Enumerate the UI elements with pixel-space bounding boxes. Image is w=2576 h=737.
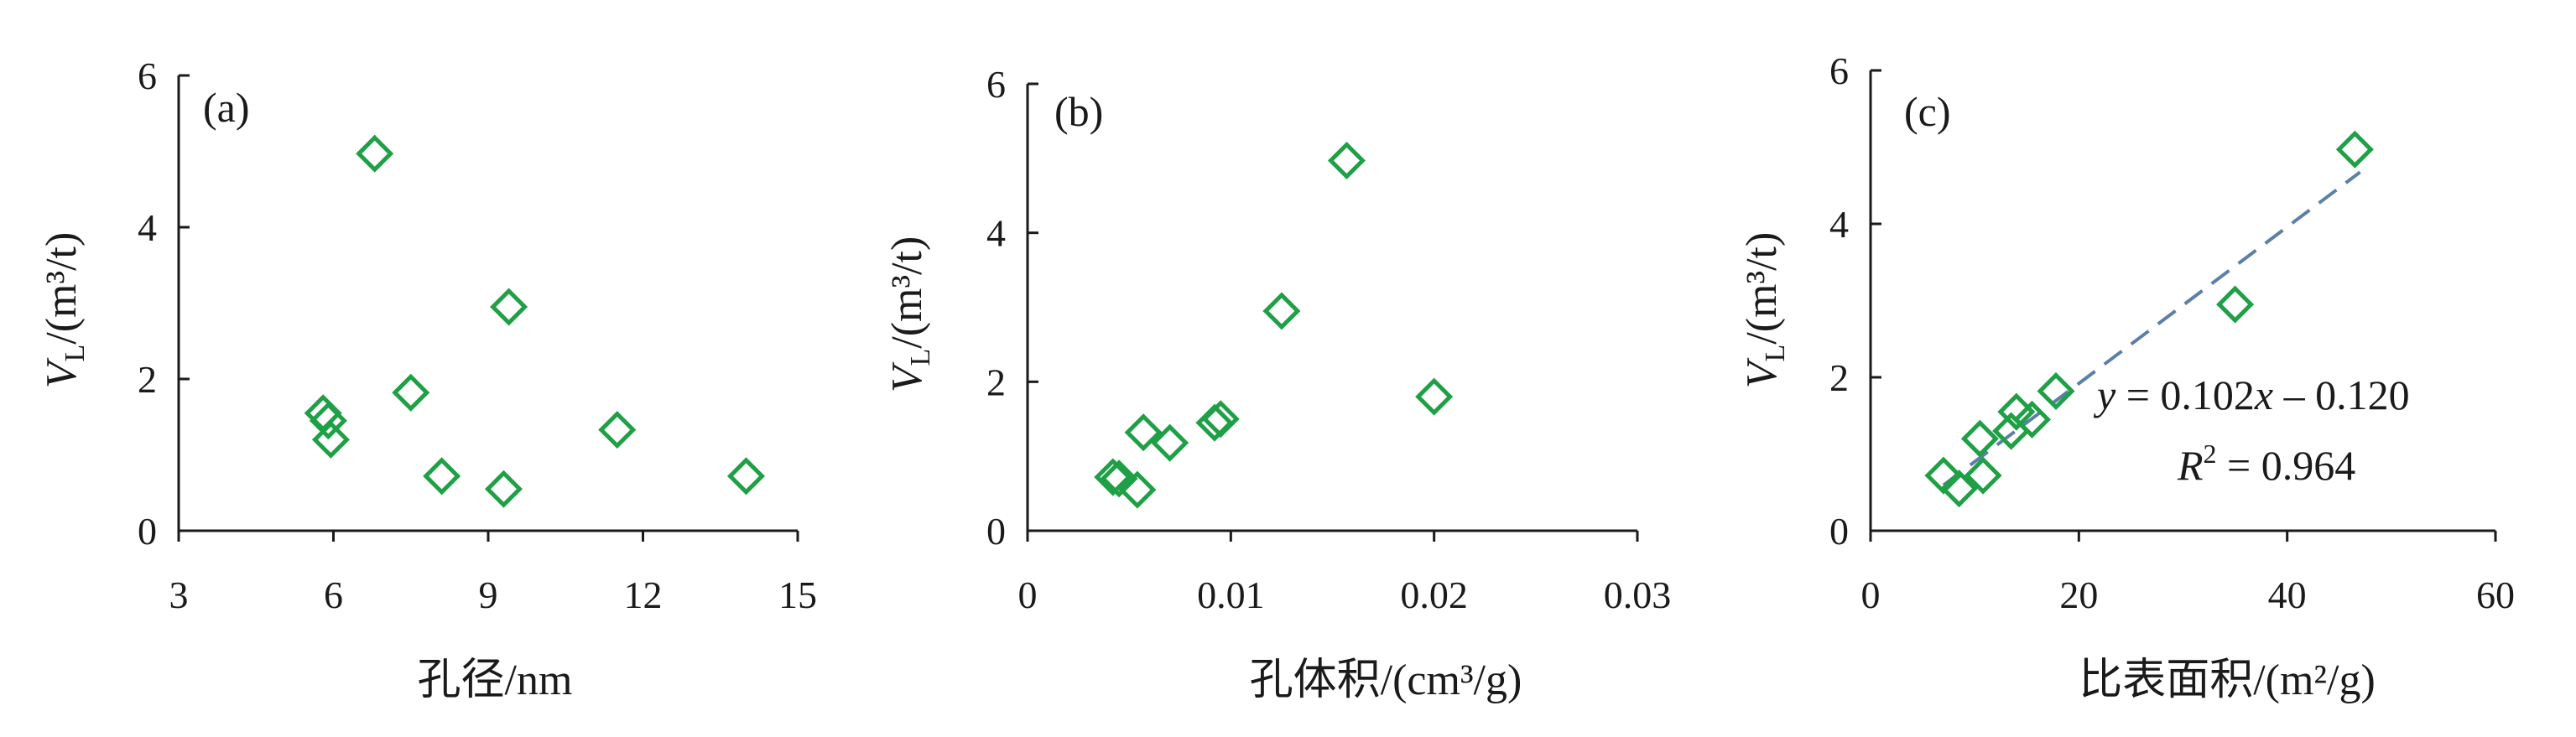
panel-label-a: (a) bbox=[203, 84, 250, 131]
x-axis-label-b: 孔体积/(cm³/g) bbox=[1250, 657, 1522, 704]
data-point-b bbox=[1124, 413, 1163, 452]
y-axis-label-c: VL/(m³/t) bbox=[1738, 232, 1791, 389]
y-tick-label-b: 0 bbox=[986, 510, 1006, 553]
data-point-c bbox=[1960, 419, 1999, 458]
fit-line bbox=[1942, 170, 2361, 487]
x-tick-label-c: 0 bbox=[1861, 574, 1881, 616]
y-tick-label-b: 2 bbox=[986, 361, 1006, 403]
data-point-b bbox=[1262, 292, 1301, 330]
eq-y: y bbox=[2093, 371, 2116, 418]
y-tick-label-c: 2 bbox=[1829, 356, 1849, 399]
fit-equation: y = 0.102x – 0.120 bbox=[2093, 371, 2410, 418]
data-point-a bbox=[309, 402, 347, 440]
eq-x: x bbox=[2254, 371, 2273, 418]
data-point-a bbox=[726, 457, 766, 496]
x-tick-label-c: 40 bbox=[2268, 574, 2307, 616]
r2-value: = 0.964 bbox=[2217, 442, 2356, 489]
y-label-sub-a: L bbox=[60, 345, 91, 362]
data-point-a bbox=[484, 470, 523, 508]
data-point-b bbox=[1118, 470, 1157, 509]
data-point-c bbox=[1992, 412, 2031, 450]
eq-intercept: – 0.120 bbox=[2273, 371, 2410, 418]
data-point-c bbox=[2012, 400, 2051, 439]
r2-sup: 2 bbox=[2204, 439, 2217, 469]
x-tick-label-b: 0.02 bbox=[1400, 574, 1468, 616]
data-point-a bbox=[423, 457, 461, 496]
data-point-b bbox=[1195, 403, 1234, 442]
data-point-c bbox=[2335, 130, 2374, 169]
eq-slope: = 0.102 bbox=[2115, 371, 2255, 418]
panel-label-c: (c) bbox=[1904, 88, 1951, 135]
data-point-b bbox=[1151, 423, 1189, 462]
y-label-main-b: V bbox=[883, 361, 931, 392]
data-point-c bbox=[2216, 285, 2255, 324]
data-point-a bbox=[311, 420, 350, 459]
y-axis-label-a: VL/(m³/t) bbox=[38, 232, 91, 389]
y-tick-label-b: 6 bbox=[986, 63, 1006, 106]
y-tick-label-a: 2 bbox=[138, 358, 157, 401]
data-point-a bbox=[598, 411, 637, 449]
y-label-rest-a: /(m³/t) bbox=[38, 232, 86, 345]
y-axis-label-b: VL/(m³/t) bbox=[883, 236, 936, 393]
panel-c: VL/(m³/t) (c) 比表面积/(m²/g) y = 0.102x – 0… bbox=[1738, 70, 2495, 704]
panel-label-b: (b) bbox=[1054, 88, 1103, 135]
panel-b: VL/(m³/t) (b) 孔体积/(cm³/g) bbox=[883, 84, 1637, 704]
x-tick-label-a: 15 bbox=[778, 574, 817, 616]
x-tick-label-c: 60 bbox=[2476, 574, 2515, 616]
data-point-c bbox=[2037, 371, 2075, 411]
data-point-b bbox=[1415, 377, 1454, 416]
panel-a: VL/(m³/t) (a) 孔径/nm bbox=[38, 75, 798, 704]
data-point-c bbox=[1964, 456, 2002, 495]
x-tick-label-c: 20 bbox=[2059, 574, 2098, 616]
y-tick-label-c: 0 bbox=[1829, 510, 1849, 553]
y-label-sub-b: L bbox=[905, 349, 936, 366]
y-tick-label-c: 4 bbox=[1829, 203, 1849, 246]
x-tick-label-a: 6 bbox=[324, 574, 343, 616]
y-tick-label-b: 4 bbox=[986, 212, 1006, 255]
r2-r: R bbox=[2177, 442, 2204, 489]
y-label-main-c: V bbox=[1738, 357, 1786, 388]
x-tick-label-a: 9 bbox=[479, 574, 498, 616]
data-point-a bbox=[356, 134, 394, 173]
y-label-rest-c: /(m³/t) bbox=[1738, 232, 1786, 345]
x-axis-label-a: 孔径/nm bbox=[418, 657, 573, 704]
y-tick-label-a: 4 bbox=[138, 206, 157, 249]
data-point-b bbox=[1327, 141, 1366, 180]
data-point-b bbox=[1100, 459, 1138, 498]
data-point-c bbox=[1940, 470, 1979, 508]
y-label-main-a: V bbox=[38, 357, 86, 388]
x-tick-label-b: 0.01 bbox=[1197, 574, 1265, 616]
y-label-sub-c: L bbox=[1760, 345, 1791, 362]
x-tick-label-a: 3 bbox=[169, 574, 189, 616]
x-axis-label-c: 比表面积/(m²/g) bbox=[2079, 657, 2376, 704]
y-tick-label-a: 0 bbox=[138, 510, 157, 553]
y-tick-label-c: 6 bbox=[1829, 49, 1849, 92]
r-squared: R2 = 0.964 bbox=[2177, 439, 2355, 489]
x-tick-label-b: 0.03 bbox=[1604, 574, 1672, 616]
y-label-rest-b: /(m³/t) bbox=[883, 236, 931, 349]
data-point-a bbox=[490, 288, 528, 326]
x-tick-label-a: 12 bbox=[624, 574, 663, 616]
y-tick-label-a: 6 bbox=[138, 54, 157, 97]
data-point-a bbox=[392, 373, 430, 412]
x-tick-label-b: 0 bbox=[1018, 574, 1038, 616]
data-point-b bbox=[1094, 458, 1132, 496]
